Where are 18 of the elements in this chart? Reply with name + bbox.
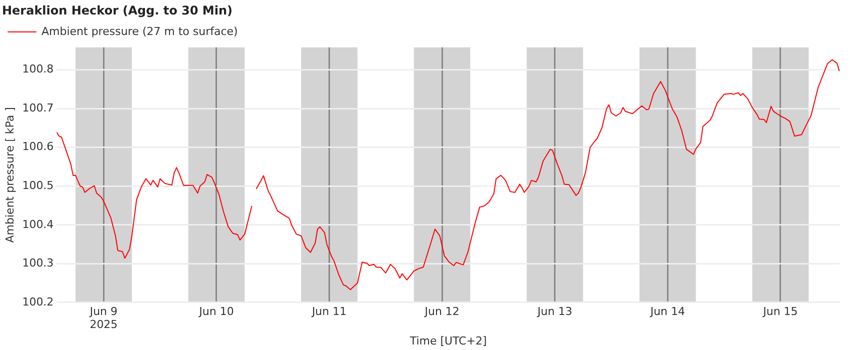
- x-tick-label: Jun 14: [649, 304, 686, 318]
- y-tick-label: 100.6: [22, 140, 54, 154]
- y-tick-label: 100.3: [22, 256, 54, 270]
- y-tick-label: 100.8: [22, 62, 54, 76]
- x-tick-label: Jun 13: [536, 304, 572, 318]
- x-tick-label: Jun 12: [424, 304, 460, 318]
- x-tick-label: Jun 15: [762, 304, 798, 318]
- y-tick-label: 100.2: [22, 295, 54, 308]
- chart-title: Heraklion Heckor (Agg. to 30 Min): [2, 3, 232, 18]
- legend-label: Ambient pressure (27 m to surface): [42, 24, 238, 38]
- y-tick-label: 100.4: [22, 218, 54, 231]
- x-tick-label: Jun 10: [198, 304, 234, 318]
- x-axis-title: Time [UTC+2]: [408, 334, 487, 348]
- y-tick-label: 100.7: [22, 101, 54, 114]
- x-tick-label: Jun 11: [310, 304, 347, 318]
- y-axis-title: Ambient pressure [ kPa ]: [3, 107, 16, 243]
- x-tick-label: Jun 9 2025: [88, 304, 118, 332]
- y-tick-label: 100.5: [22, 179, 54, 192]
